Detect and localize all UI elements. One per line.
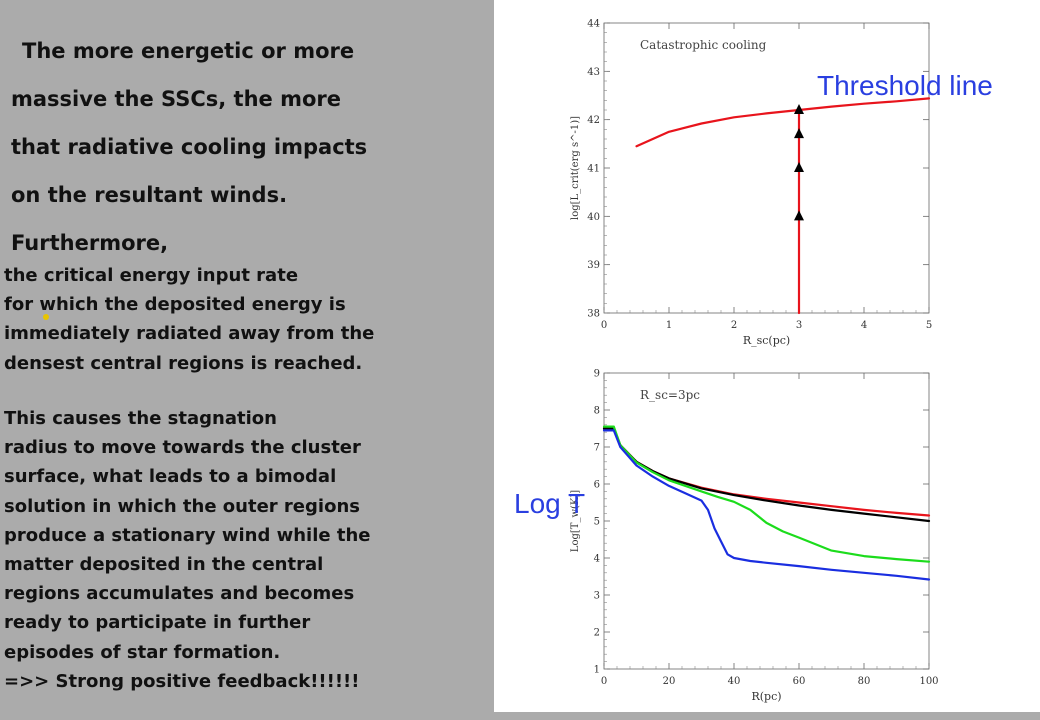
para1-line-4: densest central regions is reached. (4, 352, 363, 374)
threshold-line-label: Threshold line (817, 70, 993, 101)
chart2-xtick-label: 20 (663, 676, 676, 687)
chart1-xtick-label: 2 (731, 320, 737, 331)
chart2-xtick-label: 100 (919, 676, 938, 687)
para2-line-3: surface, what leads to a bimodal (4, 466, 337, 488)
chart1-xlabel: R_sc(pc) (743, 334, 790, 347)
intro-line-1: The more energetic or more (22, 39, 355, 63)
para2-line-6: matter deposited in the central (4, 554, 324, 576)
chart2-xtick-label: 40 (728, 676, 741, 687)
chart2-ytick-label: 3 (594, 591, 600, 602)
chart1-series-1-line (635, 97, 931, 148)
chart1-ylabel: log[L_crit(erg s^-1)] (570, 116, 581, 220)
chart2-xtick-label: 80 (858, 676, 871, 687)
figure-panel: 0 1 2 3 4 5 38 39 40 41 42 43 44 Catastrophic cooling… (494, 0, 1040, 712)
chart1-title: Catastrophic cooling (640, 38, 767, 52)
chart1-marker-triangle (794, 162, 804, 172)
chart2-xtick-label: 60 (793, 676, 806, 687)
chart2-ytick-label: 9 (594, 369, 600, 380)
chart1-marker-triangle (794, 104, 804, 114)
intro-line-4: on the resultant winds. (11, 183, 288, 207)
chart1-ytick-label: 39 (587, 260, 600, 271)
chart1-xtick-label: 0 (601, 320, 607, 331)
chart1-ytick-label: 43 (587, 67, 600, 78)
para2-line-2: radius to move towards the cluster (4, 437, 361, 459)
chart1-marker-triangle (794, 128, 804, 139)
chart2-ytick-label: 2 (594, 628, 600, 639)
chart2-ytick-label: 8 (594, 406, 600, 417)
para2-line-4: solution in which the outer regions (4, 495, 360, 517)
chart2-series-2-line (602, 427, 931, 523)
chart2-ytick-label: 5 (594, 517, 600, 528)
para2-line-1: This causes the stagnation (4, 408, 277, 429)
chart1-ytick-label: 42 (587, 115, 600, 126)
chart2-xlabel: R(pc) (751, 690, 781, 703)
chart1-marker-triangle (794, 210, 804, 221)
chart1-ytick-label: 41 (587, 164, 600, 175)
para1-line-1: the critical energy input rate (4, 265, 299, 286)
para2-line-8: ready to participate in further (4, 612, 311, 634)
yellow-dot (43, 314, 49, 320)
para1-line-3: immediately radiated away from the (4, 323, 375, 345)
intro-line-2: massive the SSCs, the more (11, 87, 341, 111)
para1-line-2: for which the deposited energy is (4, 294, 346, 316)
chart2-ytick-label: 7 (594, 443, 600, 454)
chart2-ytick-label: 6 (594, 480, 600, 491)
chart2-ytick-label: 4 (594, 554, 600, 565)
para2-line-5: produce a stationary wind while the (4, 524, 371, 546)
chart2-ytick-label: 1 (594, 665, 600, 676)
text-panel: The more energetic or more massive the S… (0, 0, 494, 720)
para2-line-10: =>> Strong positive feedback!!!!!! (4, 670, 360, 692)
intro-line-5: Furthermore, (11, 231, 169, 255)
chart2-frame (603, 372, 930, 670)
chart1-ytick-label: 44 (587, 19, 600, 30)
chart2-xtick-label: 0 (601, 676, 607, 687)
chart2-ylabel: Log[T_w(K)] (570, 490, 581, 552)
intro-line-3: that radiative cooling impacts (11, 135, 368, 159)
chart1-ytick-label: 40 (587, 212, 600, 223)
chart1-xtick-label: 4 (861, 320, 867, 331)
chart1-frame (603, 22, 930, 314)
chart1-xtick-label: 3 (796, 320, 802, 331)
chart2-series-3-line (602, 425, 931, 563)
chart1-xtick-label: 1 (666, 320, 672, 331)
chart1-xtick-label: 5 (926, 320, 932, 331)
chart1-ytick-label: 38 (587, 309, 600, 320)
chart2-series-4-line (602, 429, 931, 581)
paragraph-stagnation: This causes the stagnation radius to mov… (4, 404, 370, 696)
para2-line-7: regions accumulates and becomes (4, 583, 355, 605)
paragraph-critical-rate: the critical energy input rate for which… (4, 261, 374, 378)
log-t-label: Log T (514, 488, 586, 519)
para2-line-9: episodes of star formation. (4, 641, 281, 663)
chart2-title: R_sc=3pc (640, 388, 700, 402)
